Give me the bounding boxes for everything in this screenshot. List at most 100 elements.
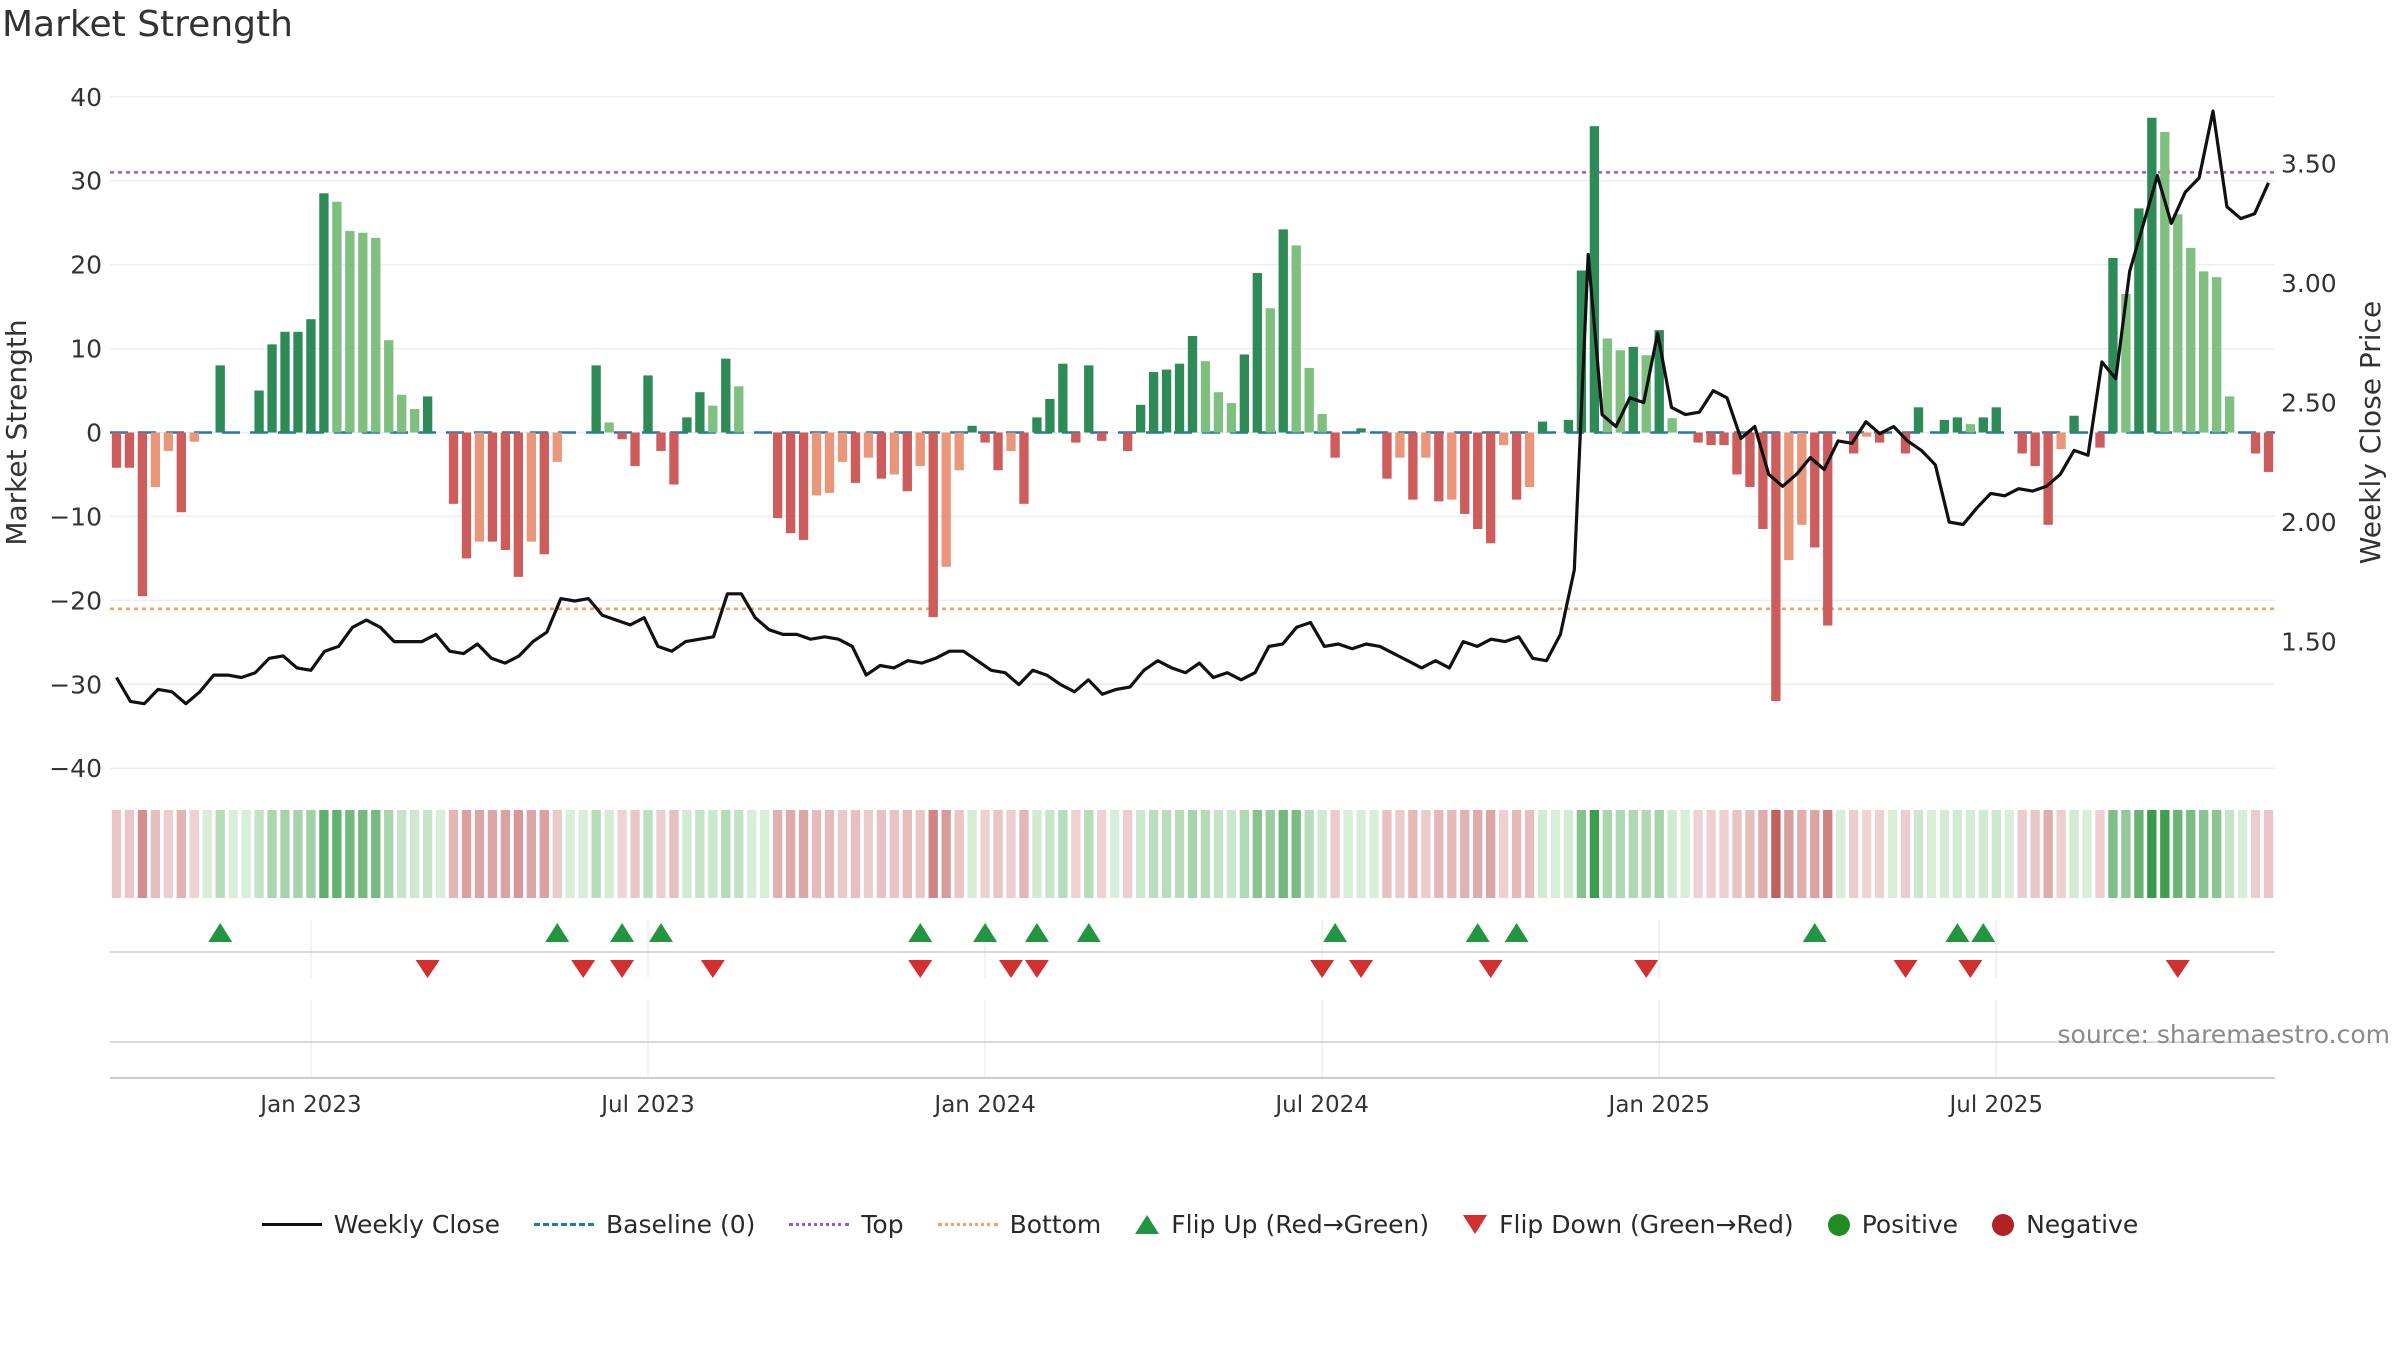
strip-cell (1991, 810, 2001, 898)
grid-layer (110, 96, 2275, 1078)
strength-bar (1226, 403, 1237, 433)
flip-up-marker (973, 923, 998, 942)
strength-bar (1473, 432, 1483, 530)
strength-bar (1991, 407, 2001, 433)
flip-up-marker (610, 923, 635, 942)
strength-bar (1602, 338, 1613, 433)
strip-cell (1200, 810, 1211, 898)
strength-bar (397, 394, 407, 433)
strip-cell (734, 810, 744, 898)
strength-bar (2095, 432, 2105, 448)
strip-cell (1123, 810, 1133, 898)
strip-cell (1058, 810, 1068, 898)
strength-bar (1486, 432, 1496, 544)
strip-cell (1952, 810, 1963, 898)
strip-cell (617, 810, 627, 898)
strength-bar (824, 432, 835, 493)
strip-cell (2160, 810, 2170, 898)
strength-bar (1239, 354, 1250, 433)
strip-cell (422, 810, 433, 898)
strength-bar (215, 365, 225, 433)
strength-bar (1135, 404, 1146, 433)
strength-bar (500, 432, 511, 550)
strip-cell (1135, 810, 1146, 898)
strip-cell (2263, 810, 2274, 898)
strength-bar (474, 432, 485, 542)
strength-bars (111, 117, 2274, 702)
strip-cell (1849, 810, 1859, 898)
strip-cell (1511, 810, 1522, 898)
strength-bar (630, 432, 640, 467)
strength-bar (1408, 432, 1418, 500)
legend-swatch (1992, 1213, 2015, 1236)
strip-cell (306, 810, 316, 898)
flip-down-marker (1310, 960, 1335, 978)
legend-item: Bottom (937, 1210, 1101, 1239)
strip-cell (863, 810, 874, 898)
strip-cell (721, 810, 731, 898)
strength-bar (915, 432, 925, 467)
strength-bar (1045, 398, 1055, 433)
strip-cell (1447, 810, 1457, 898)
x-tick-label: Jan 2024 (932, 1092, 1035, 1118)
strip-cell (228, 810, 238, 898)
strength-bar (1187, 335, 1198, 433)
strength-bar (513, 432, 524, 577)
strip-cell (1732, 810, 1742, 898)
strip-cell (656, 810, 666, 898)
flip-down-marker (1634, 960, 1659, 978)
strip-cell (1395, 810, 1405, 898)
legend-swatch (261, 1223, 322, 1226)
strip-cell (2147, 810, 2157, 898)
strength-bar (293, 331, 303, 433)
strip-cell (811, 810, 822, 898)
strip-cell (513, 810, 524, 898)
strength-bar (1978, 417, 1988, 433)
strength-bar (798, 432, 809, 540)
strip-cell (1278, 810, 1288, 898)
y-tick-label: 40 (70, 83, 102, 112)
strip-cell (358, 810, 368, 898)
strength-bar (1771, 432, 1781, 702)
legend-swatch (534, 1223, 595, 1226)
legend-item: Flip Down (Green→Red) (1463, 1210, 1794, 1239)
strength-bar (1395, 432, 1405, 458)
strip-cell (474, 810, 485, 898)
legend-label: Flip Up (Red→Green) (1171, 1210, 1430, 1239)
strength-bar (1304, 367, 1314, 433)
strip-cell (1887, 810, 1898, 898)
legend-label: Negative (2026, 1210, 2139, 1239)
legend-label: Weekly Close (333, 1210, 501, 1239)
legend-label: Top (861, 1210, 904, 1239)
strength-bar (837, 432, 848, 462)
strip-cell (980, 810, 990, 898)
strip-cell (1797, 810, 1807, 898)
x-tick-label: Jul 2023 (599, 1092, 695, 1118)
strength-bar (1654, 330, 1664, 433)
strip-cell (1939, 810, 1950, 898)
strength-bar (1252, 273, 1262, 433)
legend-label: Flip Down (Green→Red) (1499, 1210, 1794, 1239)
strip-cell (1641, 810, 1651, 898)
strength-bar (1745, 432, 1755, 488)
page-title: Market Strength (2, 4, 293, 45)
flip-up-marker (1076, 923, 1101, 942)
strength-bar (526, 432, 536, 542)
strength-bar (928, 432, 938, 618)
strength-bar (2147, 117, 2157, 433)
strip-cell (1693, 810, 1703, 898)
strength-bar (721, 358, 731, 433)
weekly-close-layer (115, 109, 2270, 706)
strength-bar (604, 422, 614, 433)
strength-bar (448, 432, 459, 504)
strength-bar (1498, 432, 1509, 446)
strength-bar (1511, 432, 1522, 500)
strength-bar (2186, 247, 2196, 433)
strip-cell (215, 810, 225, 898)
strength-bar (137, 432, 148, 597)
strength-bar (1719, 432, 1729, 446)
strip-cell (1524, 810, 1535, 898)
strength-bar (2211, 277, 2222, 433)
strength-bar (1278, 229, 1288, 433)
strip-cell (1291, 810, 1301, 898)
